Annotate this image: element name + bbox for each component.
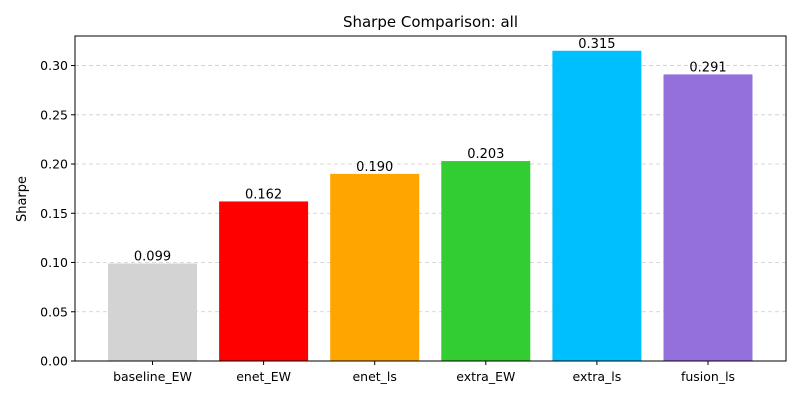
x-tick-label: extra_EW	[456, 369, 515, 384]
y-axis-ticks: 0.00 0.05 0.10 0.15 0.20 0.25 0.30	[40, 58, 75, 369]
plot-frame	[74, 35, 787, 362]
x-tick-label: enet_EW	[236, 369, 291, 384]
bar-baseline_EW	[108, 263, 197, 361]
x-tick-label: extra_ls	[572, 369, 621, 384]
bar-value-label: 0.190	[356, 160, 393, 175]
y-tick-label: 0.05	[40, 304, 68, 319]
bar-value-label: 0.291	[689, 60, 726, 75]
bar-fusion_ls	[663, 74, 753, 361]
bar-value-label: 0.315	[578, 37, 615, 52]
y-tick-label: 0.25	[40, 107, 68, 122]
bar-enet_ls	[330, 173, 420, 361]
bar-extra_ls	[552, 50, 642, 361]
y-tick-label: 0.20	[40, 157, 68, 172]
chart-title: Sharpe Comparison: all	[343, 13, 518, 31]
x-tick-label: enet_ls	[352, 369, 396, 384]
bar-value-label: 0.203	[467, 147, 504, 162]
bar-labels-group: 0.099 0.162 0.190 0.203 0.315 0.291	[134, 37, 727, 265]
bar-value-label: 0.099	[134, 250, 171, 265]
bar-enet_EW	[219, 201, 309, 361]
bar-value-label: 0.162	[245, 187, 282, 202]
x-axis-ticks: baseline_EW enet_EW enet_ls extra_EW extra_l…	[113, 361, 735, 384]
y-tick-label: 0.00	[40, 354, 68, 369]
y-tick-label: 0.10	[40, 255, 68, 270]
y-tick-label: 0.30	[40, 58, 68, 73]
bars-group	[108, 50, 753, 361]
y-tick-label: 0.15	[40, 206, 68, 221]
y-axis-label: Sharpe	[15, 176, 30, 222]
x-tick-label: fusion_ls	[681, 369, 735, 384]
bar-extra_EW	[441, 161, 531, 361]
x-tick-label: baseline_EW	[113, 369, 192, 384]
